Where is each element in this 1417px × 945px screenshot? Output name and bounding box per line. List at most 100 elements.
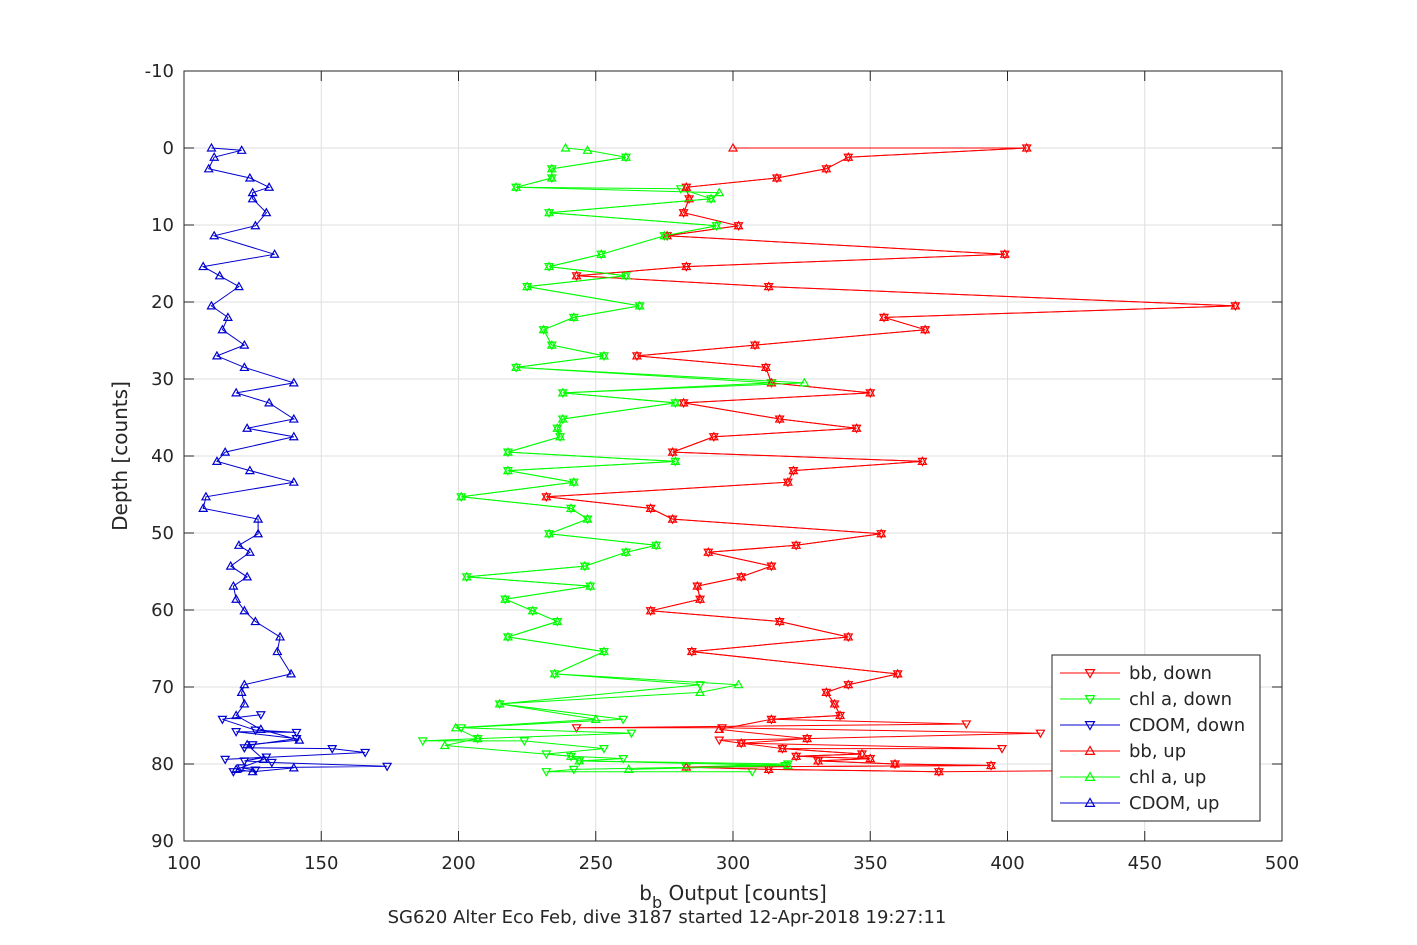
data-point [585,580,596,590]
data-point [247,741,258,750]
x-tick-label: 200 [441,853,475,874]
data-point [623,764,634,773]
data-point [670,397,681,407]
y-tick-label: 60 [151,600,174,621]
data-point [590,714,601,723]
x-tick-label: 100 [167,853,201,874]
x-tick-label: 400 [990,853,1024,874]
series-line [444,147,805,770]
y-tick-label: -10 [145,61,174,82]
y-tick-label: 40 [151,446,174,467]
data-point [255,724,266,733]
data-point [288,413,299,423]
data-point [763,281,774,291]
data-point [231,594,242,603]
legend-item: bb, up [1060,741,1186,762]
data-point [571,270,582,280]
x-tick-label: 500 [1265,853,1299,874]
data-point [450,722,461,732]
series-5 [198,142,305,776]
series-3 [541,142,1241,776]
data-point [667,513,678,523]
data-point [242,423,253,432]
data-point [250,766,261,776]
legend-marker [1084,745,1096,755]
y-tick-label: 0 [163,138,174,159]
data-point [736,571,747,581]
data-point [645,503,656,512]
y-axis-label: Depth [counts] [108,381,132,531]
legend-marker [1084,771,1096,781]
data-point [760,362,771,372]
data-point [703,547,714,556]
x-tick-label: 350 [853,853,887,874]
data-point [255,711,266,720]
data-point [835,710,846,720]
data-point [749,339,760,349]
data-point [813,755,824,765]
data-point [327,744,338,754]
data-point [242,739,253,749]
data-point [198,261,209,271]
data-point [225,560,236,570]
data-point [733,679,744,689]
legend-item: CDOM, up [1060,793,1219,814]
data-point [566,751,577,760]
data-point [291,728,302,738]
data-point [288,762,299,772]
x-axis-label-rest: Output [counts] [662,881,827,905]
data-point [211,456,222,465]
data-point [541,491,552,501]
data-point [714,187,725,197]
data-point [456,724,467,734]
data-point [217,715,228,725]
data-point [777,743,788,753]
data-point [546,172,557,182]
data-point [264,182,275,191]
chart-title: SG620 Alter Eco Feb, dive 3187 started 1… [388,907,947,928]
data-point [920,324,931,334]
y-tick-label: 20 [151,292,174,313]
data-point [500,594,511,603]
data-point [239,605,250,615]
data-point [494,698,505,708]
data-point [231,764,242,773]
data-point [549,668,560,678]
data-point [711,220,722,230]
data-point [856,748,868,758]
data-point [231,387,242,397]
data-point [774,616,785,626]
data-point [708,431,719,441]
data-point [288,431,299,441]
data-point [889,758,900,768]
data-point [695,687,706,696]
data-point [634,300,645,310]
data-point [568,476,579,486]
data-point [829,698,840,708]
y-tick-label: 50 [151,523,174,544]
data-point [552,616,563,626]
legend-label: CDOM, up [1129,793,1219,814]
data-point [695,594,706,603]
data-point [557,413,568,423]
data-point [598,350,610,360]
data-point [228,580,239,590]
data-point [802,733,813,743]
data-point [214,270,225,280]
series-line [546,147,1236,773]
data-point [1021,142,1032,152]
data-point [620,547,631,556]
data-point [598,646,610,656]
data-point [985,760,997,770]
data-point [681,182,692,191]
data-point [878,312,890,321]
legend-box [1051,654,1261,822]
data-point [618,715,629,725]
y-tick-label: 90 [151,831,174,852]
legend: bb, down chl a, down CDOM, down bb, up chl a… [1051,654,1261,822]
data-point [250,220,261,230]
data-point [598,744,610,754]
data-point [620,270,631,280]
data-point [247,193,258,203]
legend-item: chl a, down [1060,689,1232,710]
